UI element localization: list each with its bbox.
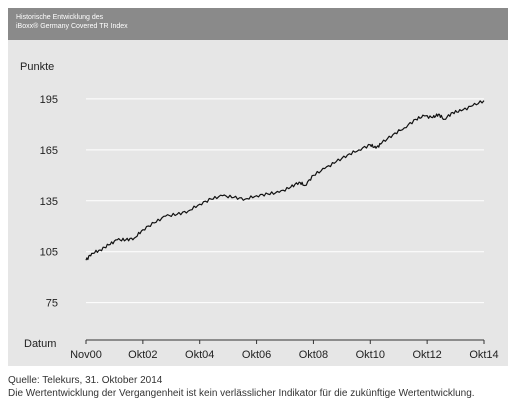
x-tick-label: Okt02: [128, 349, 157, 361]
x-tick-label: Okt06: [242, 349, 271, 361]
x-tick-label: Okt14: [469, 349, 498, 361]
x-axis-label: Datum: [24, 338, 56, 350]
header-line-2: iBoxx® Germany Covered TR Index: [16, 23, 128, 30]
header-line-1: Historische Entwicklung des: [16, 14, 104, 21]
x-tick-label: Okt04: [185, 349, 214, 361]
x-tick-label: Okt08: [299, 349, 328, 361]
x-tick-label: Okt10: [356, 349, 385, 361]
source-note: Quelle: Telekurs, 31. Oktober 2014: [8, 375, 163, 386]
y-tick-label: 105: [40, 247, 58, 259]
y-axis-label: Punkte: [20, 61, 54, 73]
y-tick-label: 75: [46, 298, 58, 310]
x-tick-label: Nov00: [70, 349, 102, 361]
x-tick-label: Okt12: [412, 349, 441, 361]
chart-header: Historische Entwicklung des iBoxx® Germa…: [8, 8, 508, 40]
disclaimer: Die Wertentwicklung der Vergangenheit is…: [8, 388, 475, 399]
y-tick-label: 135: [40, 196, 58, 208]
y-tick-label: 165: [40, 145, 58, 157]
chart-frame: [8, 8, 508, 366]
series-line: [85, 100, 485, 261]
y-tick-label: 195: [40, 94, 58, 106]
